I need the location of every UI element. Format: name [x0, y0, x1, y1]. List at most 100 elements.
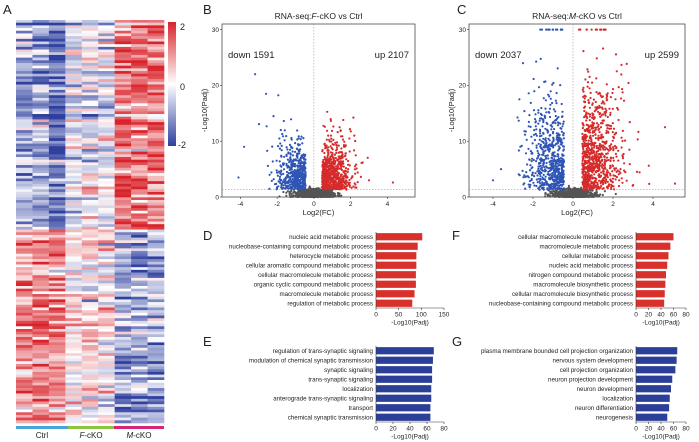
heatmap-cell: [81, 173, 99, 177]
heatmap-cell: [147, 353, 165, 357]
heatmap-cell: [98, 79, 115, 83]
heatmap-cell: [81, 226, 99, 230]
heatmap-cell: [147, 414, 165, 418]
heatmap-cell: [65, 396, 83, 400]
heatmap-cell: [65, 30, 83, 34]
heatmap-cell: [131, 49, 148, 53]
heatmap-cell: [114, 371, 132, 375]
heatmap-cell: [98, 369, 115, 373]
heatmap-cell: [81, 36, 99, 40]
heatmap-cell: [131, 234, 148, 238]
point-down: [289, 157, 292, 160]
point-up: [327, 152, 330, 156]
heatmap-cell: [131, 245, 148, 249]
point-up: [331, 186, 334, 189]
heatmap-cell: [131, 361, 148, 365]
heatmap-cell: [48, 22, 66, 26]
heatmap-cell: [16, 92, 33, 96]
heatmap-cell: [65, 84, 83, 88]
heatmap-cell: [48, 280, 66, 284]
heatmap-cell: [65, 275, 83, 279]
heatmap-cell: [114, 326, 132, 330]
point-down: [257, 123, 261, 126]
heatmap-cell: [147, 334, 165, 338]
heatmap-cell: [147, 280, 165, 284]
point-up: [335, 146, 338, 149]
heatmap-cell: [98, 404, 115, 408]
heatmap-cell: [147, 218, 165, 222]
heatmap-cell: [81, 315, 99, 319]
heatmap-cell: [98, 291, 115, 295]
heatmap-cell: [81, 347, 99, 351]
heatmap-cell: [131, 294, 148, 298]
heatmap-cell: [48, 100, 66, 104]
heatmap-cell: [16, 283, 33, 287]
point-down: [555, 138, 558, 141]
point-down: [539, 182, 542, 185]
point-down: [544, 154, 547, 158]
point-down: [287, 152, 290, 155]
point-down: [296, 187, 299, 190]
heatmap-cell: [16, 240, 33, 244]
heatmap-cell: [32, 52, 50, 56]
heatmap-cell: [98, 41, 115, 45]
heatmap-cell: [147, 170, 165, 174]
point-down: [532, 109, 536, 112]
point-up: [348, 185, 351, 188]
heatmap-cell: [48, 175, 66, 179]
heatmap-cell: [114, 277, 132, 281]
heatmap-cell: [114, 358, 132, 362]
heatmap-cell: [147, 210, 165, 214]
heatmap-cell: [114, 181, 132, 185]
heatmap-cell: [98, 146, 115, 150]
heatmap-cell: [48, 49, 66, 53]
heatmap-cell: [48, 320, 66, 324]
point-down: [553, 155, 556, 158]
point-down: [528, 114, 531, 117]
heatmap-cell: [131, 194, 148, 198]
heatmap-cell: [16, 412, 33, 416]
heatmap-cell: [147, 374, 165, 378]
heatmap-cell: [16, 342, 33, 346]
point-down: [272, 178, 275, 181]
heatmap-cell: [98, 334, 115, 338]
point-up: [347, 183, 350, 186]
heatmap-cell: [32, 181, 50, 185]
point-down: [557, 169, 560, 172]
point-down: [301, 142, 304, 145]
heatmap-cell: [131, 76, 148, 80]
heatmap-cell: [65, 294, 83, 298]
heatmap-cell: [65, 318, 83, 322]
point-down: [557, 181, 560, 184]
heatmap-cell: [16, 369, 33, 373]
point-down: [526, 163, 529, 166]
point-down: [544, 169, 547, 172]
point-down: [560, 143, 563, 146]
heatmap-cell: [131, 146, 148, 150]
heatmap-cell: [65, 224, 83, 228]
heatmap-cell: [32, 420, 50, 424]
heatmap-cell: [16, 105, 33, 109]
heatmap-cell: [65, 116, 83, 120]
heatmap-cell: [81, 84, 99, 88]
heatmap-cell: [48, 229, 66, 233]
point-up: [332, 157, 336, 161]
heatmap-cell: [48, 130, 66, 134]
heatmap-cell: [32, 259, 50, 263]
heatmap-cell: [81, 398, 99, 402]
heatmap-cell: [32, 285, 50, 289]
heatmap-cell: [48, 140, 66, 144]
heatmap-cell: [81, 307, 99, 311]
heatmap-cell: [48, 208, 66, 212]
heatmap-cell: [16, 221, 33, 225]
heatmap-cell: [65, 54, 83, 58]
heatmap-cell: [32, 350, 50, 354]
heatmap-cell: [114, 272, 132, 276]
heatmap-cell: [98, 339, 115, 343]
heatmap-cell: [65, 366, 83, 370]
point-down: [559, 187, 563, 190]
heatmap-cell: [114, 380, 132, 383]
point-down: [283, 181, 286, 184]
heatmap-group-bars: [16, 426, 164, 429]
heatmap-cell: [81, 355, 99, 359]
